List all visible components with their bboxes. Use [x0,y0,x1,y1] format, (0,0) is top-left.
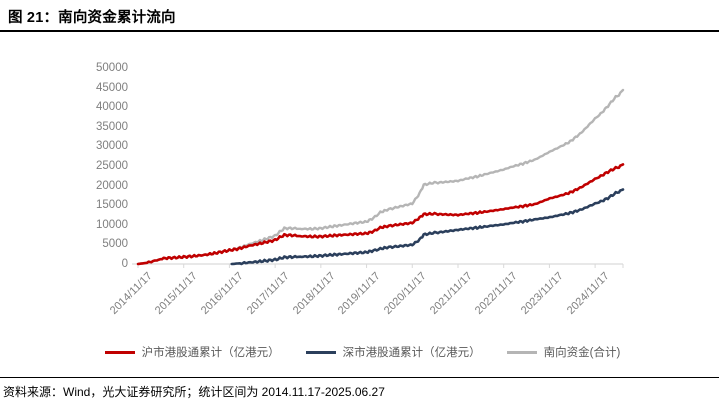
series-line-nanxiang-total [136,88,625,266]
figure-title: 图 21：南向资金累计流向 [8,10,176,26]
legend-item-shenshi: 深市港股通累计（亿港元） [305,344,481,360]
footer-rule [0,377,719,378]
y-tick-label: 50000 [96,62,128,74]
series-line-hushi [136,163,625,266]
y-tick-label: 15000 [96,199,128,212]
source-note: 资料来源：Wind，光大证券研究所；统计区间为 2014.11.17-2025.… [3,385,385,399]
legend-line-swatch [506,350,537,354]
y-tick-label: 5000 [102,238,128,251]
legend-label: 深市港股通累计（亿港元） [342,347,481,359]
title-rule [0,30,719,32]
y-tick-label: 0 [121,258,128,270]
chart-svg [132,88,625,268]
y-tick-label: 25000 [96,160,128,172]
legend: 沪市港股通累计（亿港元） 深市港股通累计（亿港元） 南向资金(合计) [0,344,725,360]
y-tick-label: 35000 [96,120,128,133]
y-tick-label: 45000 [96,81,128,94]
legend-line-swatch [104,350,135,354]
legend-item-nanxiang-total: 南向资金(合计) [506,344,621,360]
y-tick-label: 40000 [96,101,128,114]
legend-label: 南向资金(合计) [543,347,621,359]
legend-label: 沪市港股通累计（亿港元） [141,347,280,359]
legend-line-swatch [305,350,336,354]
series-line-shenshi [230,188,625,266]
legend-item-hushi: 沪市港股通累计（亿港元） [104,344,280,360]
y-tick-label: 10000 [96,218,128,231]
y-tick-label: 20000 [96,179,128,192]
y-tick-label: 30000 [96,140,128,153]
